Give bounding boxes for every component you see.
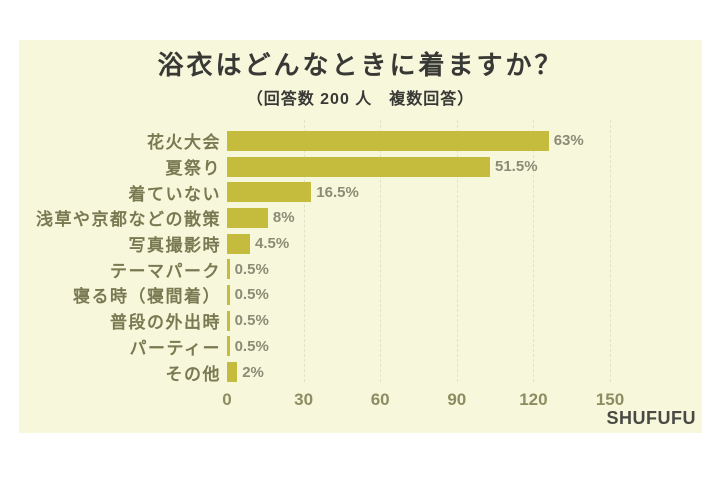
table-row: 着ていない 16.5%	[19, 179, 702, 205]
bar	[227, 207, 268, 228]
bar	[227, 182, 312, 203]
x-axis-tick: 120	[519, 390, 548, 409]
x-axis-tick: 30	[294, 390, 314, 409]
watermark-logo: SHUFUFU	[606, 408, 696, 428]
table-row: 夏祭り 51.5%	[19, 154, 702, 180]
value-label: 0.5%	[234, 337, 269, 355]
chart-panel: 浴衣はどんなときに着ますか？ （回答数 200 人 複数回答） 花火大会 63% 夏…	[19, 40, 702, 433]
value-label: 63%	[553, 132, 584, 150]
category-label: 写真撮影時	[128, 236, 221, 256]
bar	[227, 336, 230, 357]
table-row: その他 2%	[19, 359, 702, 385]
category-label: 寝る時（寝間着）	[73, 287, 221, 307]
category-label: テーマパーク	[110, 261, 221, 281]
value-label: 2%	[242, 363, 264, 381]
x-axis-tick: 60	[370, 390, 390, 409]
bar	[227, 156, 490, 177]
bar	[227, 130, 549, 151]
category-label: 花火大会	[147, 133, 221, 153]
table-row: 普段の外出時 0.5%	[19, 308, 702, 334]
x-axis: 0 30 60 90 120 150	[19, 390, 702, 412]
x-axis-tick: 90	[447, 390, 467, 409]
x-axis-tick: 150	[595, 390, 625, 409]
gridline	[533, 120, 535, 382]
category-label: 普段の外出時	[110, 313, 221, 333]
gridline	[380, 120, 382, 382]
x-axis-tick: 0	[222, 390, 232, 409]
table-row: パーティー 0.5%	[19, 334, 702, 360]
bar	[227, 284, 230, 305]
table-row: 浅草や京都などの散策 8%	[19, 205, 702, 231]
table-row: 寝る時（寝間着） 0.5%	[19, 282, 702, 308]
value-label: 51.5%	[495, 158, 538, 176]
gridlines	[19, 120, 702, 382]
chart-subtitle: （回答数 200 人 複数回答）	[246, 91, 475, 108]
table-row: 花火大会 63%	[19, 128, 702, 154]
bar	[227, 310, 230, 331]
value-label: 16.5%	[316, 183, 359, 201]
value-label: 4.5%	[255, 235, 290, 253]
bar	[227, 362, 238, 383]
category-label: 浅草や京都などの散策	[36, 210, 221, 230]
value-label: 0.5%	[234, 312, 269, 330]
value-label: 0.5%	[234, 286, 269, 304]
category-label: 夏祭り	[165, 159, 221, 179]
category-label: その他	[165, 364, 221, 384]
gridline	[303, 120, 305, 382]
gridline	[610, 120, 611, 382]
value-label: 8%	[272, 209, 295, 227]
value-label: 0.5%	[234, 260, 269, 278]
table-row: テーマパーク 0.5%	[19, 256, 702, 282]
bar	[227, 233, 250, 254]
gridline	[456, 120, 458, 382]
bar	[227, 259, 230, 280]
category-label: 着ていない	[128, 184, 221, 204]
category-label: パーティー	[129, 338, 221, 358]
table-row: 写真撮影時 4.5%	[19, 231, 702, 257]
bar-rows: 花火大会 63% 夏祭り 51.5% 着ていない 16.5% 浅草や京都などの散策 8% 写真撮…	[19, 128, 702, 385]
chart-title: 浴衣はどんなときに着ますか？	[157, 50, 564, 80]
